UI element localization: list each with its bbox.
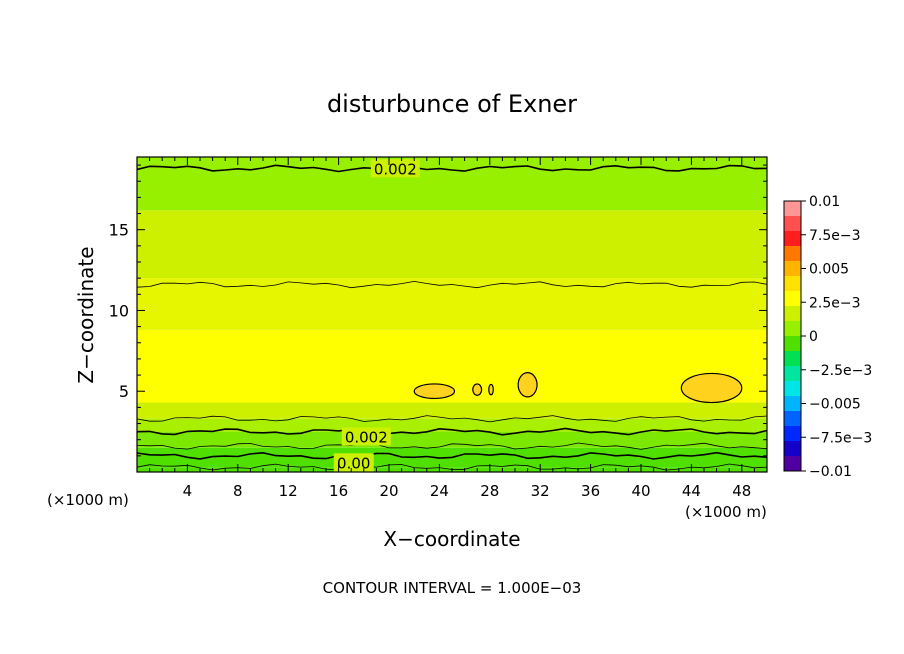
contour-blob-2 [488, 383, 494, 396]
x-tick-label-10: 44 [682, 482, 701, 500]
contour-band-7 [137, 210, 767, 279]
contour-labels: 0.002 0.002 0.00 [333, 159, 420, 472]
colorbar-segment-6 [784, 291, 801, 307]
colorbar-label-1: 7.5e−3 [809, 228, 861, 244]
colorbar-segment-1 [784, 216, 801, 232]
colorbar-label-2: 0.005 [809, 262, 849, 278]
contour-line-1 [136, 451, 768, 460]
contour-plot-area [136, 156, 768, 473]
contour-line-4 [136, 415, 768, 423]
colorbar-segment-8 [784, 321, 801, 337]
colorbar-segment-12 [784, 381, 801, 397]
colorbar-label-8: −0.01 [809, 464, 852, 480]
colorbar-segment-11 [784, 366, 801, 382]
contour-band-3 [137, 418, 767, 432]
y-tick-label-2: 15 [109, 221, 129, 240]
contour-label-bg-0 [370, 159, 420, 178]
contour-blob-3 [517, 372, 538, 398]
contour-label-0: 0.002 [374, 160, 417, 178]
colorbar-label-0: 0.01 [809, 194, 840, 210]
contour-label-bg-2 [333, 453, 374, 472]
colorbar-segment-15 [784, 426, 801, 442]
contour-blob-0 [413, 383, 456, 400]
colorbar-segment-2 [784, 231, 801, 247]
y-tick-label-0: 5 [119, 382, 129, 401]
x-tick-label-9: 40 [631, 482, 650, 500]
contour-band-2 [137, 431, 767, 448]
chart-title: disturbunce of Exner [327, 90, 577, 118]
x-unit-right: (×1000 m) [685, 503, 767, 521]
colorbar-segment-7 [784, 306, 801, 322]
x-axis: 4 8 12 16 20 24 28 32 36 40 44 48 [136, 157, 768, 500]
colorbar: 0.01 7.5e−3 0.005 2.5e−3 0 −2.5e−3 −0.005 −7.5e… [783, 194, 872, 480]
colorbar-label-6: −0.005 [809, 397, 861, 413]
contour-interval-note: CONTOUR INTERVAL = 1.000E−03 [323, 579, 582, 597]
y-tick-label-1: 10 [109, 301, 129, 320]
colorbar-label-4: 0 [809, 329, 818, 345]
x-tick-label-1: 8 [233, 482, 243, 500]
x-tick-label-4: 20 [379, 482, 398, 500]
colorbar-segment-13 [784, 396, 801, 412]
x-unit-left: (×1000 m) [47, 491, 129, 509]
contour-label-bg-1 [341, 427, 391, 446]
x-tick-label-7: 32 [531, 482, 550, 500]
contour-label-1: 0.002 [345, 428, 388, 446]
contour-band-8 [137, 157, 767, 211]
x-tick-label-0: 4 [183, 482, 193, 500]
contour-label-2: 0.00 [337, 454, 370, 472]
contour-band-4 [137, 402, 767, 419]
contour-line-3 [136, 427, 768, 436]
x-tick-label-8: 36 [581, 482, 600, 500]
colorbar-label-7: −7.5e−3 [809, 430, 872, 446]
y-axis: 5 10 15 [109, 164, 767, 473]
x-tick-label-11: 48 [732, 482, 751, 500]
contour-line-6 [136, 164, 768, 173]
colorbar-label-5: −2.5e−3 [809, 363, 872, 379]
x-tick-label-5: 24 [430, 482, 449, 500]
colorbar-segment-3 [784, 246, 801, 262]
colorbar-segment-16 [784, 441, 801, 457]
colorbar-segment-0 [784, 201, 801, 217]
y-axis-label: Z−coordinate [74, 246, 98, 383]
contour-blob-1 [472, 383, 483, 396]
colorbar-segment-14 [784, 411, 801, 427]
x-axis-label: X−coordinate [383, 527, 520, 551]
contour-blob-4 [680, 372, 743, 404]
colorbar-label-3: 2.5e−3 [809, 295, 861, 311]
colorbar-segment-10 [784, 351, 801, 367]
contour-line-2 [136, 442, 768, 450]
colorbar-segment-17 [784, 456, 801, 472]
x-tick-label-3: 16 [329, 482, 348, 500]
contour-band-6 [137, 278, 767, 330]
colorbar-segment-5 [784, 276, 801, 292]
x-tick-label-2: 12 [279, 482, 298, 500]
contour-line-5 [136, 280, 768, 289]
colorbar-segment-4 [784, 261, 801, 277]
colorbar-segment-9 [784, 336, 801, 352]
x-tick-label-6: 28 [480, 482, 499, 500]
